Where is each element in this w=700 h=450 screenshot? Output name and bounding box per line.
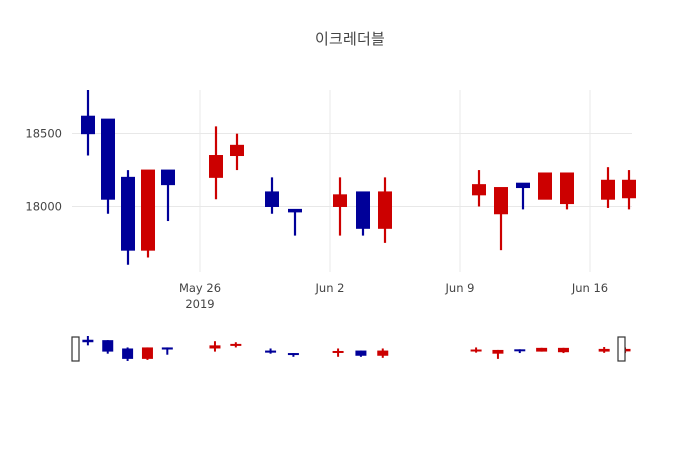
range-end-handle[interactable] xyxy=(617,336,626,362)
rangeslider-candlestick[interactable] xyxy=(209,341,221,352)
y-tick-label: 18500 xyxy=(25,127,62,141)
rangeslider-candlestick[interactable] xyxy=(332,348,344,357)
candlestick[interactable] xyxy=(472,170,486,207)
rangeslider-candlestick[interactable] xyxy=(161,347,173,355)
rangeslider-candlestick[interactable] xyxy=(557,347,569,354)
rangeslider-candlestick[interactable] xyxy=(82,336,94,346)
candlestick[interactable] xyxy=(333,177,347,236)
rangeslider-candlestick[interactable] xyxy=(141,347,153,360)
rangeslider-candlestick[interactable] xyxy=(492,349,504,359)
x-tick-label: May 26 xyxy=(179,281,221,295)
candlestick[interactable] xyxy=(560,172,574,210)
rangeslider-handles[interactable] xyxy=(71,336,626,362)
candlestick[interactable] xyxy=(622,170,636,210)
candlestick[interactable] xyxy=(494,187,508,251)
x-axis-year-label: 2019 xyxy=(185,297,214,311)
rangeslider-candlestick[interactable] xyxy=(536,347,548,352)
candlestick[interactable] xyxy=(81,90,95,156)
candlestick[interactable] xyxy=(265,177,279,214)
rangeslider-candlestick[interactable] xyxy=(230,342,242,348)
candlestick[interactable] xyxy=(230,133,244,171)
candlestick[interactable] xyxy=(209,126,223,200)
candlestick[interactable] xyxy=(538,172,552,200)
rangeslider-candlestick[interactable] xyxy=(377,348,389,358)
candlestick[interactable] xyxy=(516,182,530,210)
range-start-handle[interactable] xyxy=(71,336,80,362)
rangeslider-candlestick[interactable] xyxy=(598,347,610,353)
rangeslider-candles-group[interactable] xyxy=(82,336,631,361)
rangeslider-candlestick[interactable] xyxy=(265,348,277,354)
candlestick[interactable] xyxy=(141,169,155,258)
page-title: 이크레더블 xyxy=(314,30,385,48)
x-axis-ticks: May 26 2019 Jun 2 Jun 9 Jun 16 xyxy=(179,281,608,311)
candlestick[interactable] xyxy=(356,191,370,236)
x-tick-label: Jun 16 xyxy=(571,281,608,295)
rangeslider-candlestick[interactable] xyxy=(355,350,367,357)
candlestick[interactable] xyxy=(601,167,615,208)
y-tick-label: 18000 xyxy=(25,199,62,213)
x-tick-label: Jun 2 xyxy=(315,281,345,295)
candles-group[interactable] xyxy=(81,90,636,265)
gridlines-group xyxy=(72,90,632,272)
candlestick[interactable] xyxy=(378,177,392,243)
y-axis-ticks: 18000 18500 xyxy=(25,127,62,214)
rangeslider-candlestick[interactable] xyxy=(470,347,482,353)
candlestick[interactable] xyxy=(161,169,175,222)
rangeslider-candlestick[interactable] xyxy=(287,353,299,357)
rangeslider-candlestick[interactable] xyxy=(122,347,134,361)
rangeslider-candlestick[interactable] xyxy=(514,349,526,354)
candlestick[interactable] xyxy=(121,170,135,265)
candlestick[interactable] xyxy=(288,208,302,236)
rangeslider-candlestick[interactable] xyxy=(102,340,114,354)
x-tick-label: Jun 9 xyxy=(445,281,475,295)
candlestick[interactable] xyxy=(101,118,115,214)
